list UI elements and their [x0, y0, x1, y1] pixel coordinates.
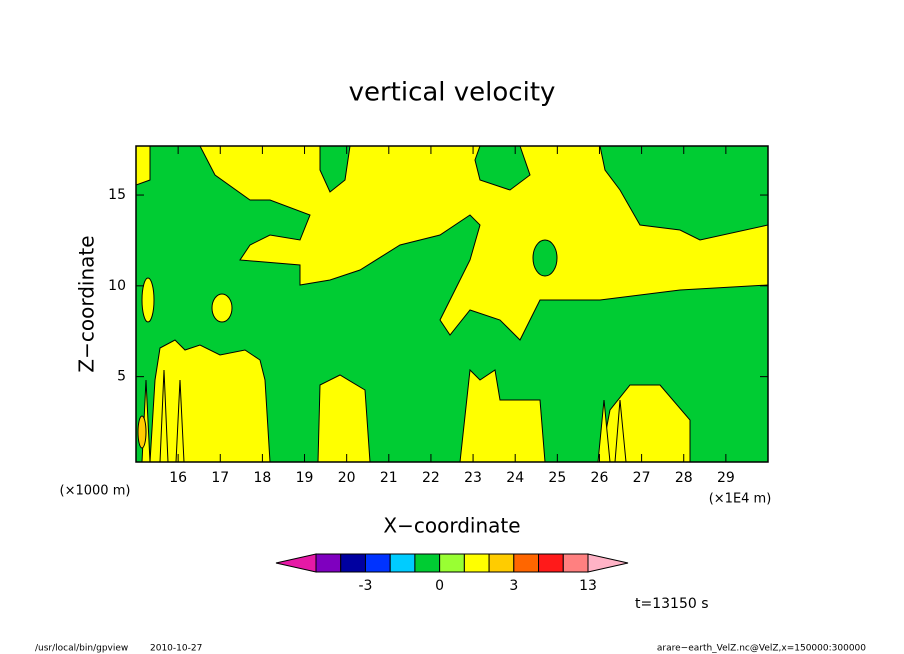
plot-frame — [135, 145, 769, 463]
contour-region — [141, 277, 155, 323]
footer-right: arare−earth_VelZ.nc@VelZ,x=150000:300000 — [657, 644, 866, 654]
colorbar-tick-label: 13 — [579, 578, 597, 594]
x-tick-label: 20 — [338, 470, 356, 486]
colorbar-tick-label: 0 — [435, 578, 444, 594]
colorbar-box — [488, 553, 515, 573]
contour-region — [597, 399, 611, 462]
colorbar-low — [275, 553, 317, 573]
x-tick-label: 24 — [506, 470, 524, 486]
time-label: t=13150 s — [635, 596, 709, 612]
contour-region — [211, 293, 233, 323]
contour-region — [175, 379, 185, 462]
colorbar-box — [414, 553, 441, 573]
contour-region — [137, 415, 147, 449]
y-unit: (×1000 m) — [60, 484, 131, 499]
x-tick-label: 26 — [591, 470, 609, 486]
y-axis-label: Z−coordinate — [75, 235, 99, 372]
x-axis-label: X−coordinate — [383, 514, 520, 538]
footer-date: 2010-10-27 — [150, 644, 202, 654]
x-unit: (×1E4 m) — [709, 492, 772, 507]
contour-field — [136, 146, 768, 462]
colorbar-high — [587, 553, 629, 573]
x-tick-label: 16 — [169, 470, 187, 486]
footer-left: /usr/local/bin/gpview — [35, 644, 128, 654]
colorbar-box — [562, 553, 589, 573]
colorbar-box — [538, 553, 564, 573]
contour-region — [319, 146, 351, 193]
colorbar-box — [315, 553, 342, 573]
x-tick-label: 23 — [464, 470, 482, 486]
x-tick-label: 25 — [548, 470, 566, 486]
contour-region — [532, 239, 558, 277]
contour-region — [599, 146, 768, 241]
x-tick-label: 18 — [253, 470, 271, 486]
x-tick-label: 29 — [717, 470, 735, 486]
colorbar-box — [389, 553, 416, 573]
colorbar-box — [439, 553, 465, 573]
y-tick-label: 5 — [117, 369, 126, 385]
colorbar-tick-label: 3 — [509, 578, 518, 594]
x-tick-label: 28 — [675, 470, 693, 486]
colorbar-box — [513, 553, 540, 573]
contour-region — [136, 146, 768, 462]
contour-region — [474, 146, 531, 191]
colorbar-box — [463, 553, 490, 573]
contour-region — [159, 369, 169, 462]
contour-region — [614, 399, 627, 462]
contour-regions — [136, 146, 768, 462]
y-tick-label: 10 — [108, 278, 126, 294]
x-tick-label: 27 — [633, 470, 651, 486]
x-tick-label: 21 — [380, 470, 398, 486]
chart-title: vertical velocity — [349, 78, 556, 108]
x-tick-label: 22 — [422, 470, 440, 486]
colorbar-box — [364, 553, 391, 573]
colorbar-box — [340, 553, 366, 573]
x-tick-label: 17 — [211, 470, 229, 486]
y-tick-label: 15 — [108, 187, 126, 203]
x-tick-label: 19 — [296, 470, 314, 486]
colorbar-tick-label: -3 — [358, 578, 372, 594]
